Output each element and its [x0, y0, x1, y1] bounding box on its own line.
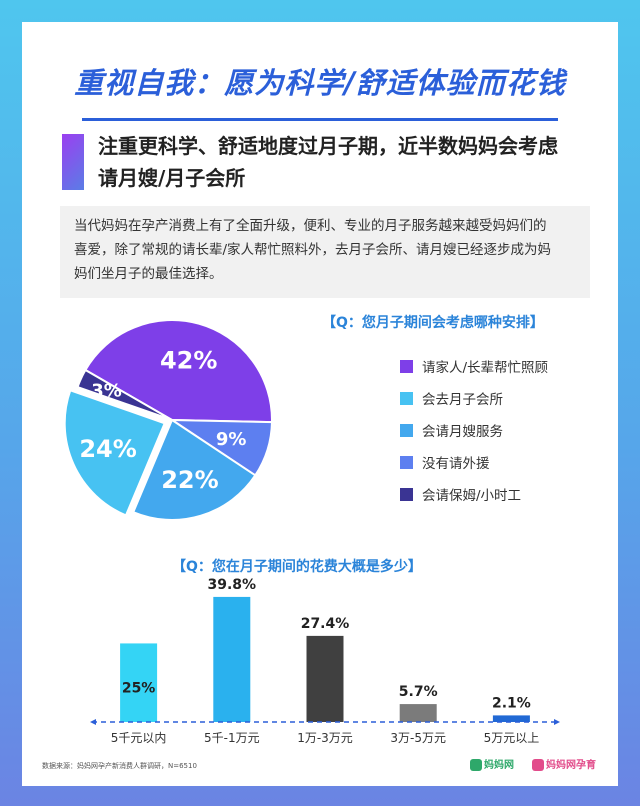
- legend-swatch: [400, 359, 413, 373]
- bar: [213, 596, 251, 722]
- bar-value-label: 25%: [122, 681, 156, 697]
- bar-chart: 25% 5千元以内 39.8% 5千-1万元 27.4% 1万-3万元 5.7% 3万-5万元…: [90, 577, 560, 745]
- pie-legend: 请家人/长辈帮忙照顾 会去月子会所 会请月嫂服务 没有请外援会请保姆/小时工: [400, 350, 600, 510]
- legend-item: 没有请外援: [400, 446, 600, 478]
- intro-line2: 喜爱，除了常规的请长辈/家人帮忙照料外，去月子会所、请月嫂已经逐步成为妈: [74, 242, 552, 258]
- pie-slice-label: 9%: [216, 429, 247, 450]
- bar: [492, 715, 530, 722]
- bar-value-label: 2.1%: [492, 695, 531, 711]
- bar-category-label: 1万-3万元: [297, 731, 353, 745]
- bar-value-label: 39.8%: [208, 577, 257, 593]
- legend-swatch: [400, 391, 413, 405]
- mamawang-logo-icon: [470, 759, 482, 771]
- intro-line1: 当代妈妈在孕产消费上有了全面升级，便利、专业的月子服务越来越受妈妈们的: [74, 218, 547, 234]
- baseline-right-arrow: [554, 719, 560, 725]
- bar-chart-question: 【Q：您在月子期间的花费大概是多少】: [172, 559, 422, 575]
- legend-item: 会请月嫂服务: [400, 414, 600, 446]
- mamawang-yunyu-logo-icon: [532, 759, 544, 771]
- legend-label: 会请月嫂服务: [422, 424, 503, 440]
- pie-slice: [63, 389, 167, 517]
- legend-label: 会去月子会所: [422, 392, 503, 408]
- mamawang-yunyu-logo-text: 妈妈网孕育: [546, 760, 596, 771]
- legend-label: 没有请外援: [422, 456, 490, 472]
- legend-label: 请家人/长辈帮忙照顾: [422, 360, 549, 376]
- legend-label: 会请保姆/小时工: [422, 488, 522, 504]
- legend-item: 会请保姆/小时工: [400, 478, 600, 510]
- page-title: 重视自我：愿为科学/舒适体验而花钱: [74, 66, 566, 100]
- legend-swatch: [400, 423, 413, 437]
- bar: [120, 643, 158, 722]
- legend-item: 会去月子会所: [400, 382, 600, 414]
- pie-slice-label: 3%: [91, 380, 122, 401]
- pie-slice-label: 42%: [160, 347, 217, 375]
- baseline-left-arrow: [90, 719, 96, 725]
- bar-category-label: 5万元以上: [484, 731, 540, 745]
- mamawang-logo-text: 妈妈网: [484, 760, 514, 771]
- section-heading: 注重更科学、舒适地度过月子期，近半数妈妈会考虑 请月嫂/月子会所: [98, 130, 598, 194]
- charts-canvas: 42% 9% 22% 24% 3% 25% 5千元以内 39.8% 5千-1万元 27.4% 1万-…: [63, 319, 560, 745]
- mamawang-yunyu-logo: 妈妈网孕育: [532, 756, 596, 771]
- data-source-note: 数据来源：妈妈网孕产新消费人群调研，N=6510: [42, 762, 197, 770]
- bar-category-label: 3万-5万元: [390, 731, 446, 745]
- section-marker: [62, 134, 84, 190]
- bar-category-label: 5千-1万元: [204, 731, 260, 745]
- legend-swatch: [400, 487, 413, 501]
- section-heading-line2: 请月嫂/月子会所: [98, 166, 246, 190]
- pie-slice-label: 22%: [161, 466, 218, 494]
- pie-slice-label: 24%: [79, 435, 136, 463]
- pie-slice: [131, 418, 257, 521]
- infographic-card: 重视自我：愿为科学/舒适体验而花钱 注重更科学、舒适地度过月子期，近半数妈妈会考…: [22, 22, 618, 786]
- legend-swatch: [400, 455, 413, 469]
- bar-category-label: 5千元以内: [111, 731, 167, 745]
- bar: [306, 635, 344, 722]
- bar-value-label: 5.7%: [399, 684, 438, 700]
- intro-line3: 妈们坐月子的最佳选择。: [74, 266, 223, 282]
- section-heading-line1: 注重更科学、舒适地度过月子期，近半数妈妈会考虑: [98, 134, 558, 158]
- mamawang-logo: 妈妈网: [470, 756, 514, 771]
- bar: [399, 704, 437, 722]
- pie-slice: [76, 368, 173, 421]
- title-underline: [82, 118, 558, 121]
- pie-chart: 42% 9% 22% 24% 3%: [63, 319, 273, 521]
- intro-text: 当代妈妈在孕产消费上有了全面升级，便利、专业的月子服务越来越受妈妈们的 喜爱，除…: [60, 206, 590, 298]
- bar-value-label: 27.4%: [301, 616, 350, 632]
- legend-item: 请家人/长辈帮忙照顾: [400, 350, 600, 382]
- pie-chart-question: 【Q：您月子期间会考虑哪种安排】: [322, 315, 544, 331]
